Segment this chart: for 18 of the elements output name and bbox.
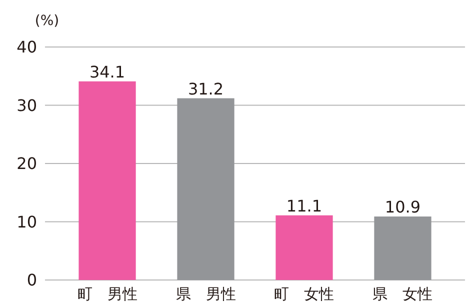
data-label: 31.2 [188, 79, 224, 98]
x-tick-label: 町 女性 [274, 285, 334, 303]
bar [78, 81, 136, 280]
y-tick-label: 30 [16, 96, 37, 115]
y-tick-label: 10 [16, 212, 37, 232]
data-label: 10.9 [384, 198, 421, 217]
data-label: 34.1 [89, 62, 126, 82]
x-tick-label: 県 女性 [372, 285, 433, 303]
bar [276, 215, 333, 280]
y-tick-label: 0 [26, 270, 37, 290]
y-tick-label: 20 [16, 154, 37, 174]
data-label: 11.1 [286, 196, 322, 216]
bar [177, 98, 234, 280]
bar [374, 216, 432, 280]
x-tick-label: 県 男性 [176, 285, 236, 303]
y-tick-label: 40 [16, 38, 37, 57]
x-tick-label: 町 男性 [77, 285, 138, 303]
y-axis-title: (%) [34, 13, 60, 29]
